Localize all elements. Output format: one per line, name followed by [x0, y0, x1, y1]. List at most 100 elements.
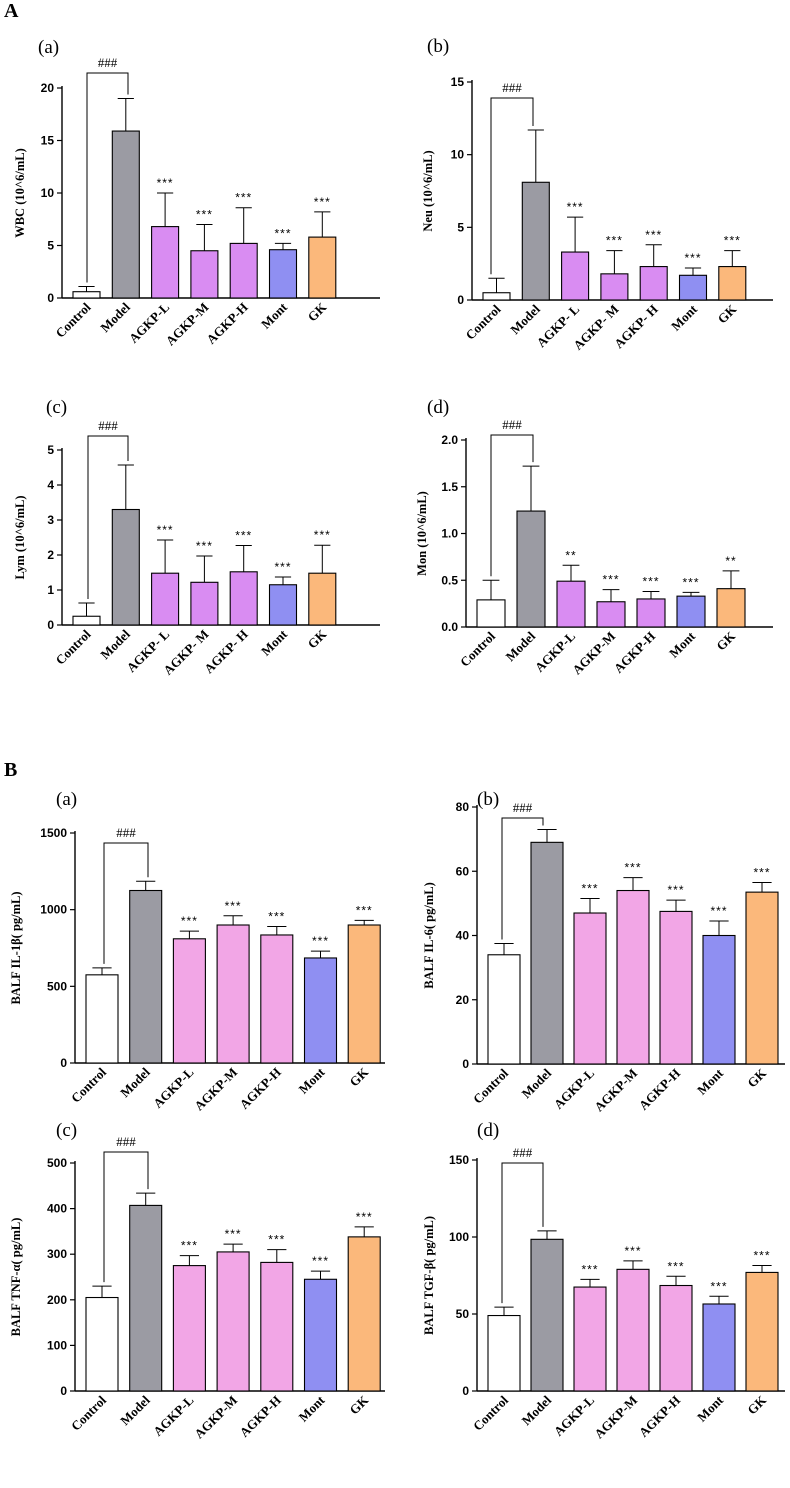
bar — [303, 957, 338, 1064]
bar — [268, 584, 298, 626]
significance-label: *** — [196, 208, 213, 222]
chart-panel: (b) BALF IL-6( pg/mL) 0 20 40 60 80 Control Mode… — [422, 789, 785, 1114]
category-label: Control — [463, 301, 504, 342]
significance-label: *** — [642, 574, 659, 588]
significance-label: *** — [682, 575, 699, 589]
significance-label: *** — [157, 176, 174, 190]
y-tick-label: 60 — [456, 864, 470, 878]
bar — [347, 924, 381, 1064]
significance-label: *** — [312, 1254, 329, 1268]
bar — [530, 841, 564, 1065]
y-tick-label: 0.0 — [441, 620, 458, 634]
bar — [573, 912, 607, 1065]
y-axis-label: Neu (10^6/mL) — [421, 150, 435, 231]
bar — [676, 595, 706, 628]
bar — [129, 889, 163, 1064]
y-tick-label: 80 — [456, 800, 470, 814]
bar — [85, 974, 119, 1064]
y-tick-label: 0 — [47, 291, 54, 305]
bar — [487, 954, 521, 1065]
bar — [85, 1296, 119, 1392]
bracket-label: ### — [513, 800, 533, 815]
category-label: Model — [117, 1392, 153, 1428]
y-tick-label: 40 — [456, 929, 470, 943]
bar — [172, 938, 206, 1064]
category-label: AGKP-M — [163, 300, 212, 349]
significance-label: *** — [274, 226, 291, 240]
significance-bracket — [87, 435, 129, 599]
significance-label: *** — [314, 528, 331, 542]
bar — [190, 581, 219, 626]
category-label: AGKP-M — [591, 1066, 640, 1115]
bar — [151, 226, 180, 299]
y-tick-label: 0 — [462, 1057, 469, 1071]
significance-label: ** — [725, 554, 736, 568]
category-label: Mont — [666, 628, 699, 661]
significance-label: *** — [624, 861, 641, 875]
bar — [716, 588, 746, 628]
y-tick-label: 20 — [456, 993, 470, 1007]
bar — [718, 266, 747, 301]
significance-label: *** — [684, 251, 701, 265]
y-tick-label: 0 — [457, 293, 464, 307]
significance-label: *** — [356, 1210, 373, 1224]
bar — [573, 1286, 607, 1392]
significance-label: *** — [581, 882, 598, 896]
significance-bracket — [86, 72, 129, 283]
panel-label: (d) — [427, 397, 449, 418]
significance-label: *** — [157, 523, 174, 537]
significance-bracket — [501, 817, 544, 940]
significance-label: *** — [235, 529, 252, 543]
category-label: AGKP-L — [150, 1064, 197, 1111]
significance-label: *** — [667, 1259, 684, 1273]
chart-panel: (a) BALF IL-1β( pg/mL) 0 500 1000 1500 Control… — [9, 789, 385, 1113]
bar — [487, 1314, 521, 1392]
category-label: AGKP-H — [203, 300, 250, 347]
y-tick-label: 150 — [449, 1153, 469, 1167]
y-tick-label: 50 — [456, 1307, 470, 1321]
y-tick-label: 1.0 — [441, 527, 458, 541]
bar — [308, 572, 337, 626]
bar — [216, 924, 250, 1064]
bar — [556, 580, 586, 628]
bar — [111, 130, 140, 299]
bar — [303, 1278, 338, 1392]
y-axis-label: BALF IL-6( pg/mL) — [422, 882, 436, 989]
bar — [111, 508, 140, 626]
category-label: AGKP-H — [611, 629, 658, 676]
bar — [616, 1268, 650, 1392]
panel-label: (a) — [38, 37, 59, 58]
bar — [702, 1303, 736, 1392]
category-label: Mont — [694, 1065, 727, 1098]
significance-label: *** — [268, 1233, 285, 1247]
bracket-label: ### — [116, 825, 136, 840]
category-label: AGKP-H — [636, 1066, 683, 1113]
bracket-label: ### — [502, 80, 522, 95]
y-tick-label: 3 — [47, 513, 54, 527]
category-label: AGKP-L — [551, 1392, 598, 1439]
y-tick-label: 4 — [47, 478, 54, 492]
category-label: GK — [346, 1064, 372, 1090]
significance-label: *** — [667, 883, 684, 897]
category-label: AGKP-L — [551, 1065, 598, 1112]
bar — [190, 250, 219, 299]
bar — [476, 599, 506, 628]
category-label: Model — [518, 1065, 554, 1101]
y-tick-label: 5 — [47, 443, 54, 457]
bar — [129, 1204, 163, 1392]
y-tick-label: 1000 — [40, 903, 67, 917]
bar — [229, 242, 258, 299]
panel-label: (b) — [427, 36, 449, 57]
bar — [347, 1236, 381, 1392]
category-label: AGKP- H — [611, 302, 661, 352]
significance-label: *** — [645, 228, 662, 242]
category-label: AGKP-M — [191, 1065, 240, 1114]
y-axis-label: WBC (10^6/mL) — [13, 148, 27, 238]
y-tick-label: 20 — [41, 81, 55, 95]
significance-label: ** — [565, 548, 576, 562]
category-label: AGKP-H — [636, 1393, 683, 1440]
y-tick-label: 10 — [41, 186, 55, 200]
chart-panel: (d) BALF TGF-β( pg/mL) 0 50 100 150 Control Mod… — [422, 1120, 785, 1441]
bar — [482, 292, 511, 301]
